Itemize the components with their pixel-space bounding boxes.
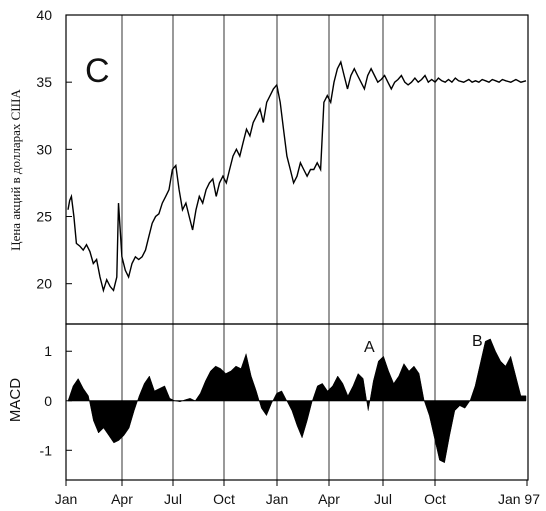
x-tick-label: Jul — [374, 491, 392, 507]
x-tick-label: Jan — [266, 491, 289, 507]
panel-letter: C — [85, 52, 110, 90]
price-y-tick-label: 20 — [36, 276, 52, 292]
macd-y-tick-label: -1 — [40, 442, 53, 458]
price-y-tick-label: 40 — [36, 7, 52, 23]
price-y-tick-label: 35 — [36, 74, 52, 90]
price-y-tick-label: 30 — [36, 141, 52, 157]
macd-y-axis: -1 0 1 — [40, 343, 72, 458]
annotation-b: B — [472, 333, 483, 350]
price-y-axis-title: Цена акций в долларах США — [8, 89, 23, 251]
annotation-a: A — [364, 339, 375, 356]
price-series-line — [67, 59, 527, 293]
macd-y-tick-label: 0 — [44, 393, 52, 409]
x-tick-label: Apr — [111, 491, 133, 507]
x-tick-label: Jan 97 — [498, 491, 540, 507]
x-tick-label: Oct — [213, 491, 235, 507]
x-tick-label: Jul — [164, 491, 182, 507]
macd-y-axis-title: MACD — [7, 378, 24, 422]
price-panel-frame — [65, 14, 529, 325]
x-tick-label: Apr — [318, 491, 340, 507]
x-tick-label: Oct — [424, 491, 446, 507]
x-axis: Jan Apr Jul Oct Jan Apr Jul Oct Jan 97 — [55, 480, 540, 507]
price-y-tick-label: 25 — [36, 209, 52, 225]
price-y-axis: 20 25 30 35 40 — [36, 7, 72, 292]
macd-panel-frame — [65, 323, 529, 481]
vertical-gridlines — [121, 15, 436, 480]
macd-y-tick-label: 1 — [44, 343, 52, 359]
x-tick-label: Jan — [55, 491, 78, 507]
